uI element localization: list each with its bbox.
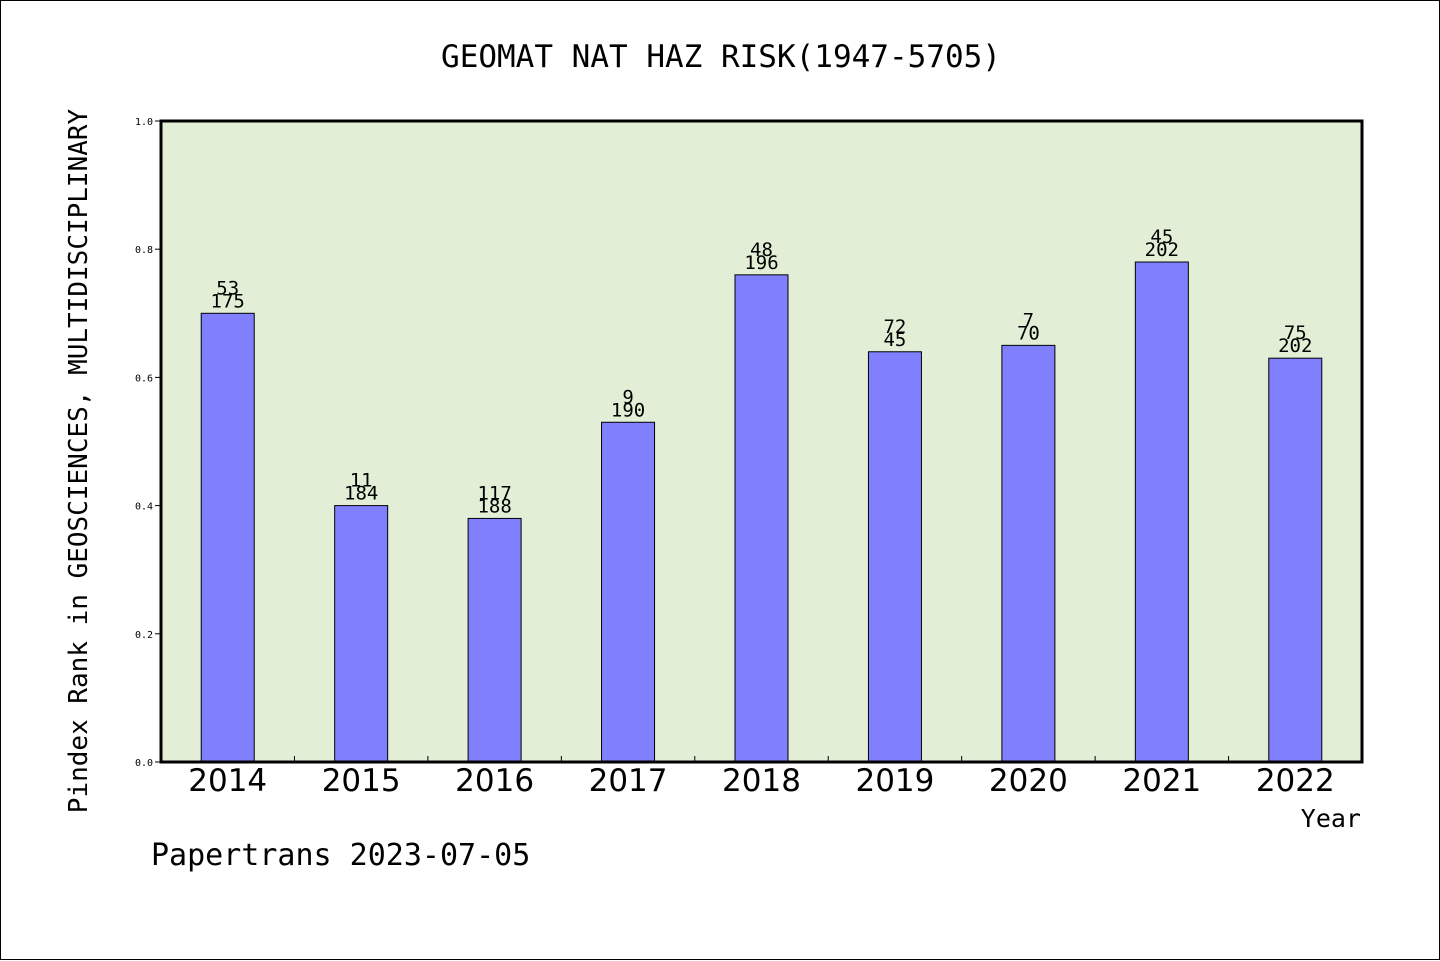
x-tick-label: 2017	[589, 763, 668, 799]
x-tick-label: 2020	[989, 763, 1068, 799]
bar-label-bottom: 184	[344, 483, 378, 505]
x-axis-label: Year	[1301, 804, 1361, 833]
bar-label-top: 48	[750, 239, 773, 261]
bar-label-bottom: 202	[1145, 239, 1179, 261]
y-tick-label: 0.6	[135, 373, 153, 384]
bar-label-top: 11	[350, 470, 373, 492]
bar-label-top: 72	[883, 316, 906, 338]
bar	[1001, 344, 1056, 763]
bar	[1268, 357, 1323, 763]
bar	[467, 517, 522, 763]
bar-label-bottom: 188	[477, 495, 511, 517]
x-tick-label: 2018	[722, 763, 801, 799]
x-tick-label: 2021	[1122, 763, 1201, 799]
y-tick-label: 0.2	[135, 630, 153, 641]
x-tick-label: 2019	[855, 763, 934, 799]
y-axis-label: Pindex Rank in GEOSCIENCES, MULTIDISCIPL…	[64, 108, 94, 813]
bar-label-top: 9	[622, 386, 633, 408]
bar-label-bottom: 45	[883, 329, 906, 351]
bar-label-bottom: 70	[1017, 322, 1040, 344]
bar	[734, 274, 789, 763]
bar-label-bottom: 175	[211, 290, 245, 312]
bar	[1134, 261, 1189, 763]
bar-label-bottom: 190	[611, 399, 645, 421]
bar-label-bottom: 196	[744, 252, 778, 274]
y-tick-label: 1.0	[135, 117, 153, 128]
bar	[200, 312, 255, 763]
bar	[867, 351, 922, 763]
plot-border	[159, 119, 1364, 764]
bar-label-top: 45	[1150, 226, 1173, 248]
x-tick-label: 2016	[455, 763, 534, 799]
y-tick-label: 0.0	[135, 758, 153, 769]
x-tick-label: 2022	[1256, 763, 1335, 799]
y-tick-label: 0.4	[135, 502, 153, 513]
bar	[334, 505, 389, 763]
bar-label-top: 7	[1023, 309, 1034, 331]
y-axis: 0.0 0.2 0.4 0.6 0.8 1.0	[135, 117, 161, 769]
chart-title: GEOMAT NAT HAZ RISK(1947-5705)	[441, 39, 1001, 75]
bar-label-bottom: 202	[1278, 335, 1312, 357]
bar	[601, 421, 656, 763]
x-axis: 2014 2015 2016 2017 2018 2019 2020 2021 2022	[188, 756, 1335, 799]
x-tick-label: 2015	[322, 763, 401, 799]
bar-label-top: 117	[477, 482, 511, 504]
x-tick-label: 2014	[188, 763, 267, 799]
bar-label-top: 53	[216, 277, 239, 299]
footer-text: Papertrans 2023-07-05	[151, 838, 530, 873]
bar-label-top: 75	[1284, 322, 1307, 344]
y-tick-label: 0.8	[135, 245, 153, 256]
